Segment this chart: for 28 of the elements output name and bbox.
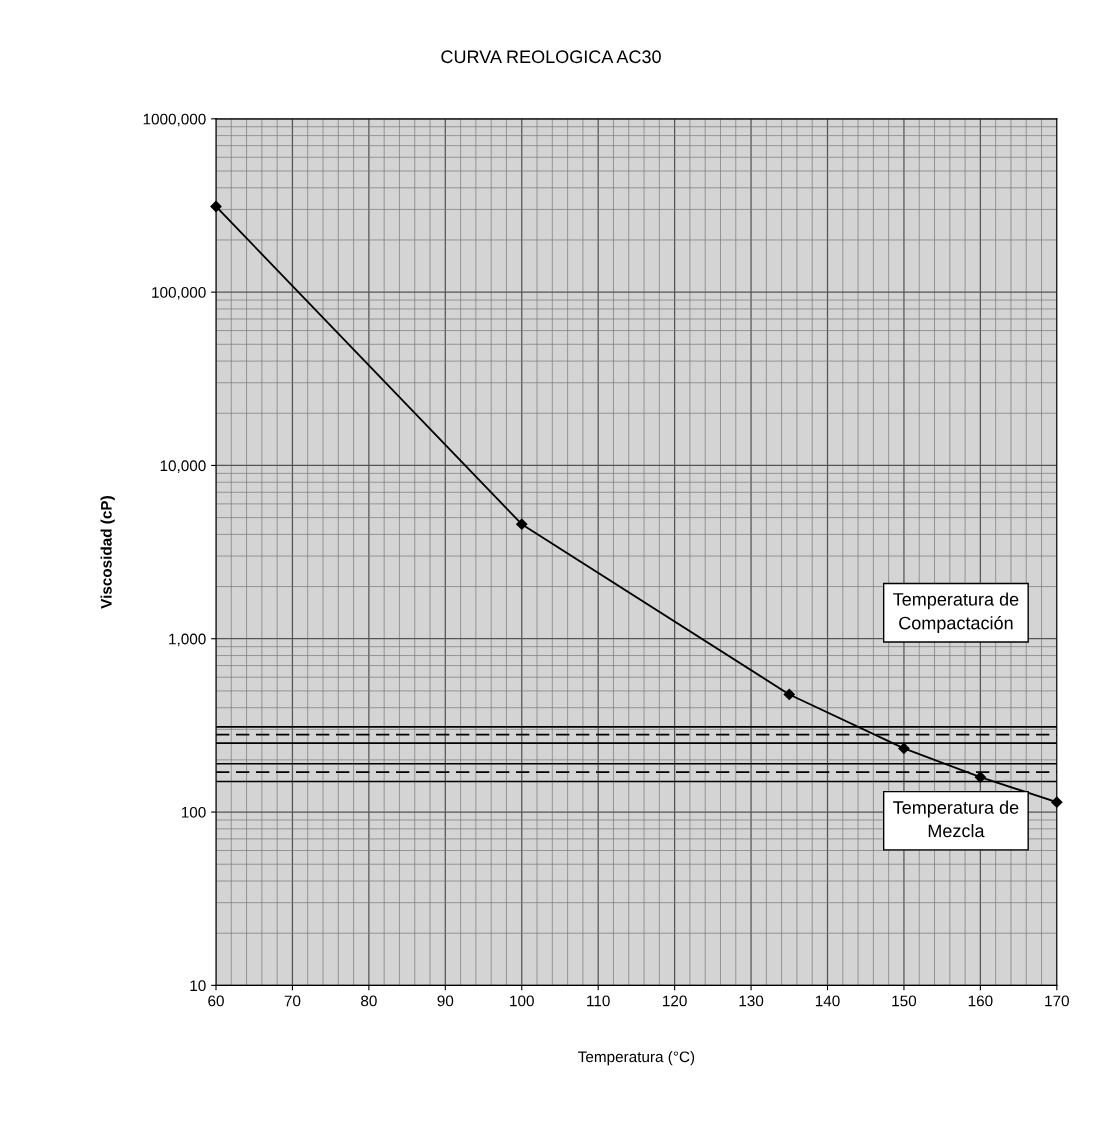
x-tick-label: 60 (208, 995, 224, 1007)
chart-title: CURVA REOLOGICA AC30 (441, 50, 661, 64)
point (1051, 796, 1063, 808)
y-axis-title: Viscosidad (cP) (100, 496, 115, 609)
point (783, 688, 795, 701)
x-tick-label: 70 (284, 995, 301, 1007)
y-tick-label: 100 (181, 806, 206, 818)
x-tick-label: 160 (968, 995, 993, 1007)
x-tick-label: 80 (361, 995, 377, 1007)
y-tick-label: 1,000 (169, 633, 206, 647)
point (974, 771, 986, 783)
x-axis-title: Temperatura (°C) (578, 1050, 695, 1066)
x-tick-label: 140 (815, 995, 840, 1007)
point (210, 200, 222, 213)
annotation: Temperatura de Mezcla (893, 800, 1019, 838)
x-tick-label: 120 (663, 995, 687, 1007)
y-tick-label: 100,000 (152, 287, 206, 300)
x-tick-label: 110 (587, 995, 610, 1007)
point (516, 518, 528, 530)
x-tick-label: 100 (510, 995, 534, 1007)
y-tick-label: 10,000 (160, 460, 206, 473)
x-tick-label: 90 (437, 995, 454, 1007)
x-tick-label: 170 (1045, 995, 1069, 1007)
y-tick-label: 1000,000 (143, 113, 206, 127)
x-tick-label: 130 (739, 995, 764, 1007)
y-tick-label: 10 (190, 980, 206, 992)
annotation: Temperatura de Compactación (893, 592, 1019, 634)
x-tick-label: 150 (892, 995, 917, 1007)
